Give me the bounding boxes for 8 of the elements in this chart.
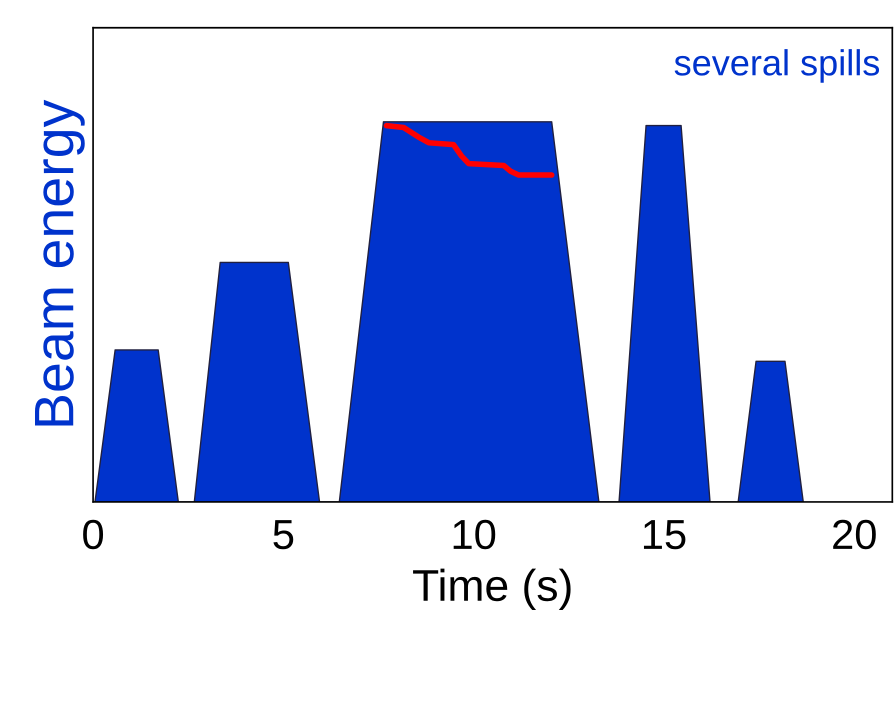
x-tick-label: 20 — [833, 520, 876, 550]
x-axis-title: Time (s) — [413, 568, 571, 610]
x-tick-label: 10 — [454, 520, 496, 550]
text: several spills — [674, 49, 880, 83]
x-tick-label: 0 — [83, 520, 104, 550]
x-tick-label: 15 — [644, 520, 686, 550]
x-tick-label: 5 — [273, 520, 294, 550]
y-axis-title: Beam energy — [35, 100, 85, 426]
